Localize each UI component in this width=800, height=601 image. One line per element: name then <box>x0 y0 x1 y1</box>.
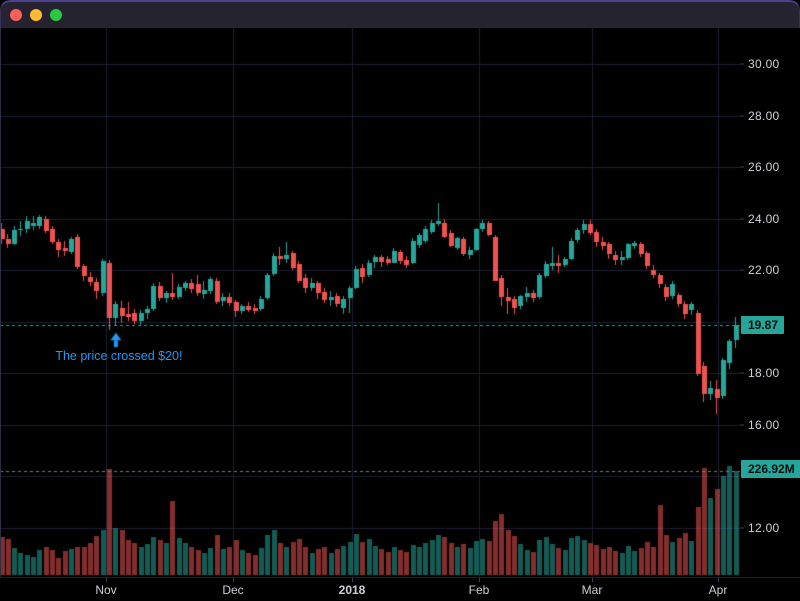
time-scale[interactable]: Nov Dec 2018 Feb Mar Apr <box>0 577 800 601</box>
minimize-button[interactable] <box>30 9 42 21</box>
price-axis-label: 28.00 <box>748 108 780 123</box>
price-scale[interactable]: 19.87 226.92M 30.00 28.00 26.00 24.00 22.00 1… <box>740 28 800 577</box>
candlestick-chart-canvas[interactable] <box>0 28 800 577</box>
close-button[interactable] <box>10 9 22 21</box>
zoom-button[interactable] <box>50 9 62 21</box>
price-tick <box>740 527 744 529</box>
time-axis-label: Nov <box>95 583 117 597</box>
price-tick <box>740 218 744 220</box>
price-tick <box>740 424 744 426</box>
price-tick <box>740 63 744 65</box>
time-tick <box>479 578 480 582</box>
price-axis-label: 16.00 <box>748 417 780 432</box>
time-tick <box>233 578 234 582</box>
time-axis-label: Feb <box>468 583 490 597</box>
price-tick <box>740 269 744 271</box>
price-axis-label: 22.00 <box>748 263 780 278</box>
price-axis-label: 26.00 <box>748 160 780 175</box>
time-axis-label: Mar <box>581 583 603 597</box>
time-tick <box>106 578 107 582</box>
price-scale-separator <box>0 28 1 577</box>
last-price-badge: 19.87 <box>741 316 785 335</box>
price-axis-label: 30.00 <box>748 57 780 71</box>
time-tick <box>718 578 719 582</box>
price-annotation-text: The price crossed $20! <box>55 348 183 363</box>
time-axis-label: Dec <box>222 583 244 597</box>
price-axis-label: 12.00 <box>748 521 780 536</box>
price-tick <box>740 372 744 374</box>
price-tick <box>740 115 744 117</box>
time-tick <box>352 578 353 582</box>
price-axis-label: 24.00 <box>748 211 780 226</box>
time-tick <box>592 578 593 582</box>
price-axis-label: 18.00 <box>748 366 780 381</box>
time-axis-label: 2018 <box>338 583 366 597</box>
price-tick <box>740 166 744 168</box>
time-axis-label: Apr <box>708 583 728 597</box>
last-volume-badge: 226.92M <box>741 459 800 478</box>
window-titlebar[interactable] <box>0 0 800 28</box>
